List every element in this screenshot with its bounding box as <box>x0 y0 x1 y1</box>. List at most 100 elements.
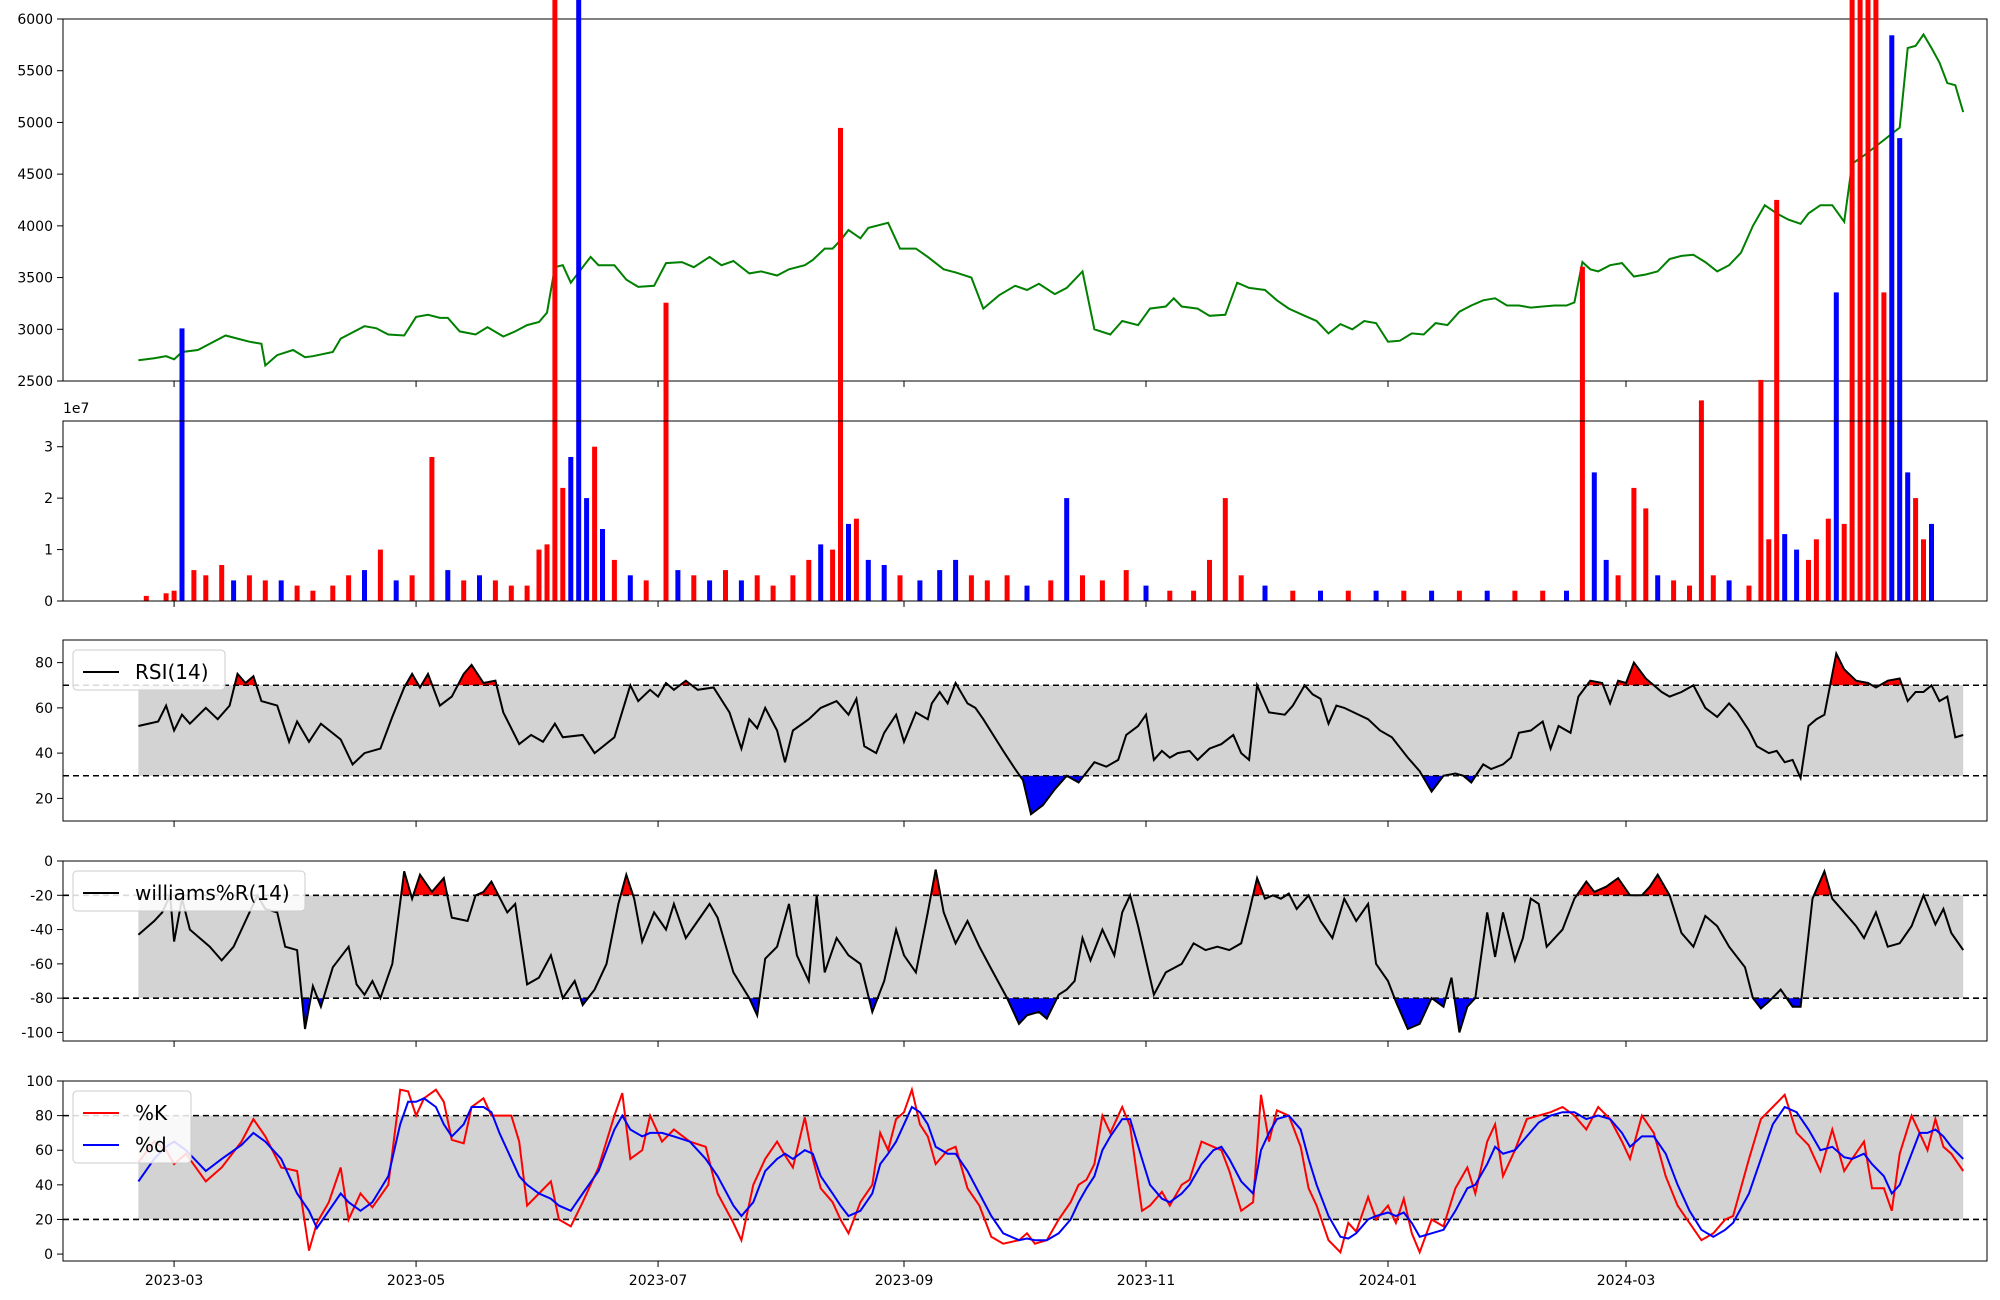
volume-bar <box>723 570 728 601</box>
volume-bar <box>953 559 959 601</box>
williams-ytick-label: -60 <box>30 957 53 973</box>
volume-bar <box>346 575 352 601</box>
williams-fill-above <box>931 869 941 896</box>
price-ytick-label: 4000 <box>17 219 53 235</box>
volume-bar <box>600 529 605 601</box>
volume-bar <box>1849 0 1855 601</box>
williams-legend <box>72 870 306 912</box>
williams-fill-above <box>620 874 634 896</box>
volume-bar <box>568 457 574 601</box>
volume-bar <box>675 570 681 601</box>
volume-bar <box>917 580 923 601</box>
stochastic-frame <box>62 1080 1988 1262</box>
rsi-frame <box>62 639 1988 822</box>
volume-bar <box>143 595 149 601</box>
volume-bar <box>1484 590 1490 601</box>
volume-bar <box>790 575 796 601</box>
price-ytick-label: 5500 <box>17 64 53 80</box>
stochastic-ytick-label: 0 <box>44 1247 53 1263</box>
volume-bar <box>968 575 974 601</box>
stochastic-legend-label: %K <box>135 1101 168 1125</box>
x-tick-label: 2023-07 <box>629 1273 688 1289</box>
rsi-fill-above <box>1830 653 1872 686</box>
rsi-legend-label: RSI(14) <box>135 660 209 684</box>
volume-bar <box>611 559 617 601</box>
volume-bar <box>770 585 776 601</box>
volume-bar <box>1921 539 1926 601</box>
volume-bar <box>1290 590 1296 601</box>
x-tick-label: 2024-01 <box>1359 1273 1418 1289</box>
volume-bar <box>1758 379 1764 601</box>
volume-bar <box>853 518 859 601</box>
volume-bar <box>584 498 590 601</box>
volume-bar <box>1671 580 1677 601</box>
volume-bar <box>1512 590 1518 601</box>
volume-bar <box>1024 585 1030 601</box>
volume-bar <box>1540 590 1546 601</box>
williams-fill-above <box>413 874 448 896</box>
volume-bar <box>393 580 399 601</box>
volume-bar <box>492 580 498 601</box>
volume-bar <box>1080 575 1085 601</box>
volume-bar <box>643 580 649 601</box>
volume-bar <box>1191 590 1197 601</box>
volume-bar <box>1806 559 1811 601</box>
volume-bar <box>1873 0 1879 601</box>
volume-bar <box>830 549 836 601</box>
volume-bar <box>1726 580 1732 601</box>
stochastic-legend-label: %d <box>135 1133 167 1157</box>
volume-bar <box>179 328 185 601</box>
williams-ytick-label: -40 <box>30 923 53 939</box>
volume-bar <box>576 0 582 602</box>
williams-ytick-label: -100 <box>21 1025 53 1041</box>
volume-bar <box>278 580 284 601</box>
volume-bar <box>1345 590 1351 601</box>
volume-bar <box>524 585 530 601</box>
volume-bar <box>362 570 367 601</box>
williams-frame <box>62 860 1988 1042</box>
rsi-ytick-label: 60 <box>35 701 53 717</box>
volume-bar <box>818 544 824 601</box>
volume-ytick-label: 0 <box>44 594 53 610</box>
volume-bar <box>663 302 669 601</box>
volume-bar <box>1774 199 1780 601</box>
rsi-fill-below <box>1422 775 1444 792</box>
stochastic-neutral-band <box>138 1115 1964 1220</box>
volume-bar <box>1238 575 1244 601</box>
volume-bar <box>1698 400 1704 601</box>
rsi-fill-above <box>405 673 419 686</box>
volume-bar <box>1262 585 1268 601</box>
price-ytick-label: 4500 <box>17 167 53 183</box>
x-tick-label: 2023-09 <box>875 1273 934 1289</box>
volume-bar <box>592 446 598 601</box>
price-line <box>138 32 1965 368</box>
volume-bar <box>846 523 851 601</box>
volume-bar <box>1222 498 1228 601</box>
volume-bar <box>1913 498 1919 601</box>
volume-bar <box>477 575 482 601</box>
volume-bar <box>203 575 209 601</box>
rsi-line <box>138 650 1964 816</box>
volume-bar <box>1064 498 1070 601</box>
volume-ytick-label: 3 <box>44 440 53 456</box>
volume-bar <box>1373 590 1379 601</box>
rsi-neutral-band <box>138 685 1964 776</box>
volume-bar <box>1710 575 1716 601</box>
volume-ytick-label: 2 <box>44 491 53 507</box>
volume-bar <box>445 570 451 601</box>
volume-bar <box>552 0 558 601</box>
stochastic-ytick-label: 60 <box>35 1143 53 1159</box>
price-ytick-label: 5000 <box>17 115 53 131</box>
volume-bar <box>881 565 887 601</box>
price-ytick-label: 2500 <box>17 374 53 390</box>
volume-bar <box>536 549 542 601</box>
volume-bar <box>806 559 812 601</box>
volume-bar <box>838 127 843 602</box>
volume-bar <box>707 580 713 601</box>
rsi-fill-below <box>1019 775 1067 815</box>
rsi-ytick-label: 40 <box>35 746 53 762</box>
volume-bar <box>1048 580 1054 601</box>
williams-ytick-label: 0 <box>44 854 53 870</box>
volume-bar <box>560 487 566 601</box>
volume-bar <box>1881 292 1887 601</box>
